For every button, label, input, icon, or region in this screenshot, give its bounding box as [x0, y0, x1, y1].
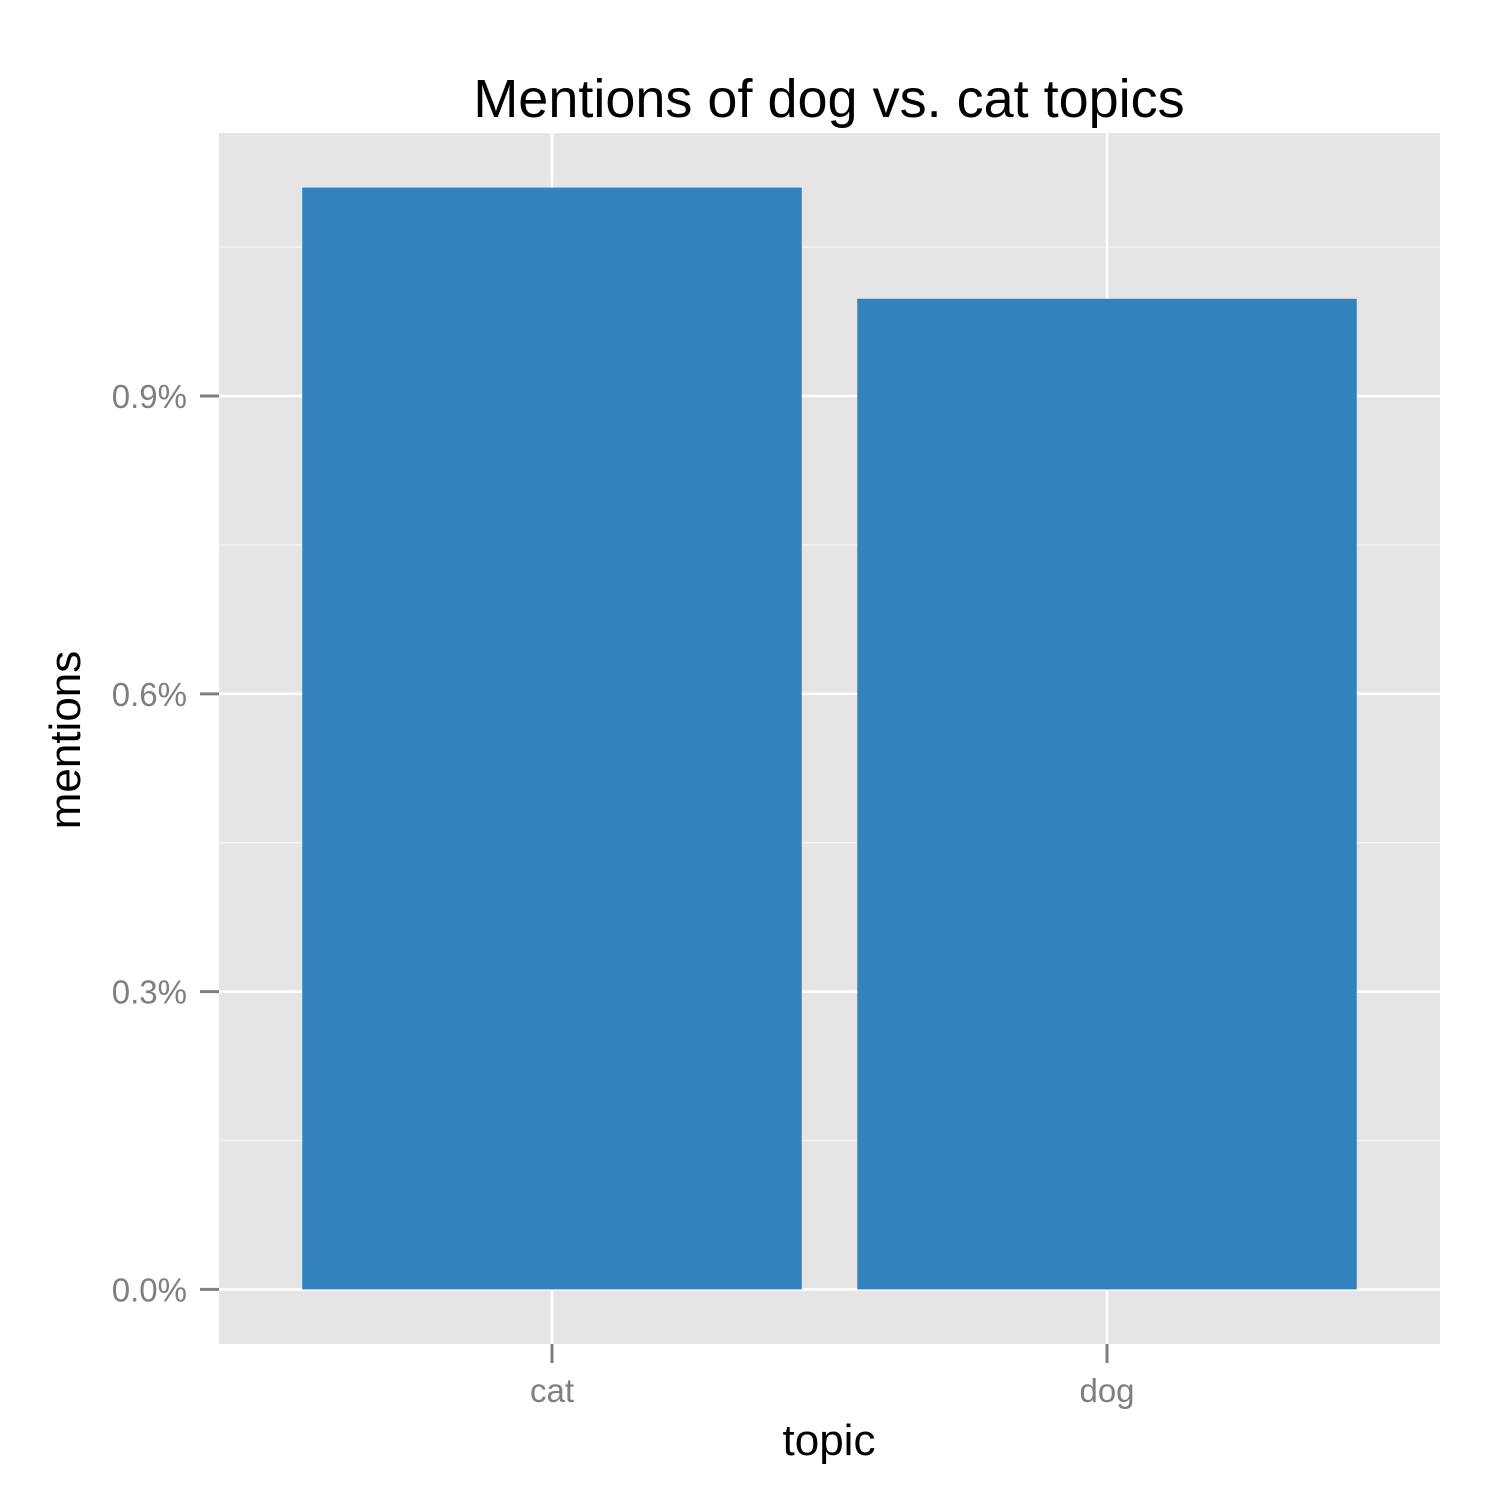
y-tick-label: 0.3% [112, 974, 187, 1011]
x-tick-label: dog [1079, 1372, 1134, 1409]
bars [302, 187, 1357, 1290]
bar-cat [302, 187, 802, 1290]
x-tick-label: cat [530, 1372, 574, 1409]
tick-labels: 0.0% 0.3% 0.6% 0.9% cat dog [112, 378, 1135, 1409]
bar-dog [857, 298, 1357, 1290]
chart-title: Mentions of dog vs. cat topics [473, 69, 1184, 129]
y-tick-label: 0.6% [112, 676, 187, 713]
y-axis-title: mentions [41, 651, 90, 830]
y-tick-label: 0.0% [112, 1271, 187, 1308]
x-axis-title: topic [783, 1416, 876, 1465]
y-tick-label: 0.9% [112, 378, 187, 415]
axis-ticks [200, 394, 1109, 1363]
